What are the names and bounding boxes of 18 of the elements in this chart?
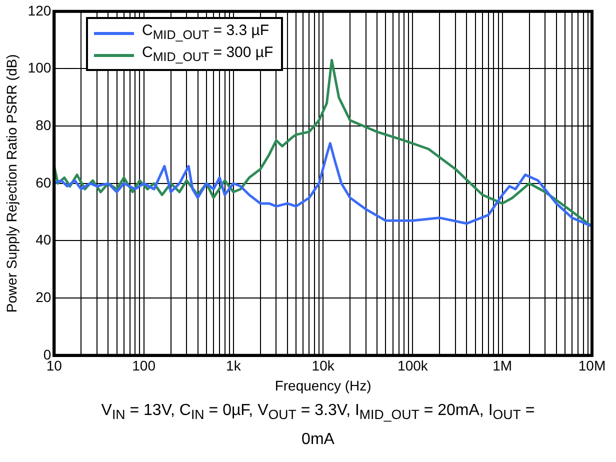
legend-label: C$_{MID_OUT}$ = 3.3 µF	[142, 22, 270, 44]
x-axis-title: Frequency (Hz)	[274, 377, 372, 394]
y-tick-label: 80	[36, 116, 52, 133]
y-axis-title: Power Supply Rejection Ratio PSRR (dB)	[3, 54, 20, 313]
text: V$_{IN}$ = 13V, C$_{IN}$ = 0µF, V$_{OUT}$ = 3.3V, I$_{MID_OUT}$ = 20mA, I$_{OUT}$ = 0mA	[101, 402, 535, 448]
x-tick-label: 1k	[226, 358, 242, 374]
x-tick-label: 1M	[492, 358, 512, 374]
x-tick-label: 100	[132, 358, 156, 374]
y-tick-label: 40	[36, 232, 52, 248]
x-tick-label: 100k	[398, 358, 429, 374]
y-tick-label: 20	[36, 288, 52, 305]
y-tick-label: 60	[36, 174, 52, 190]
legend-label: C$_{MID_OUT}$ = 300 µF	[142, 44, 274, 66]
y-tick-label: 0	[43, 346, 52, 362]
x-tick-label: 10k	[312, 358, 336, 374]
y-tick-label: 100	[28, 60, 52, 76]
y-tick-label: 120	[28, 2, 52, 18]
x-tick-label: 10M	[578, 358, 606, 374]
